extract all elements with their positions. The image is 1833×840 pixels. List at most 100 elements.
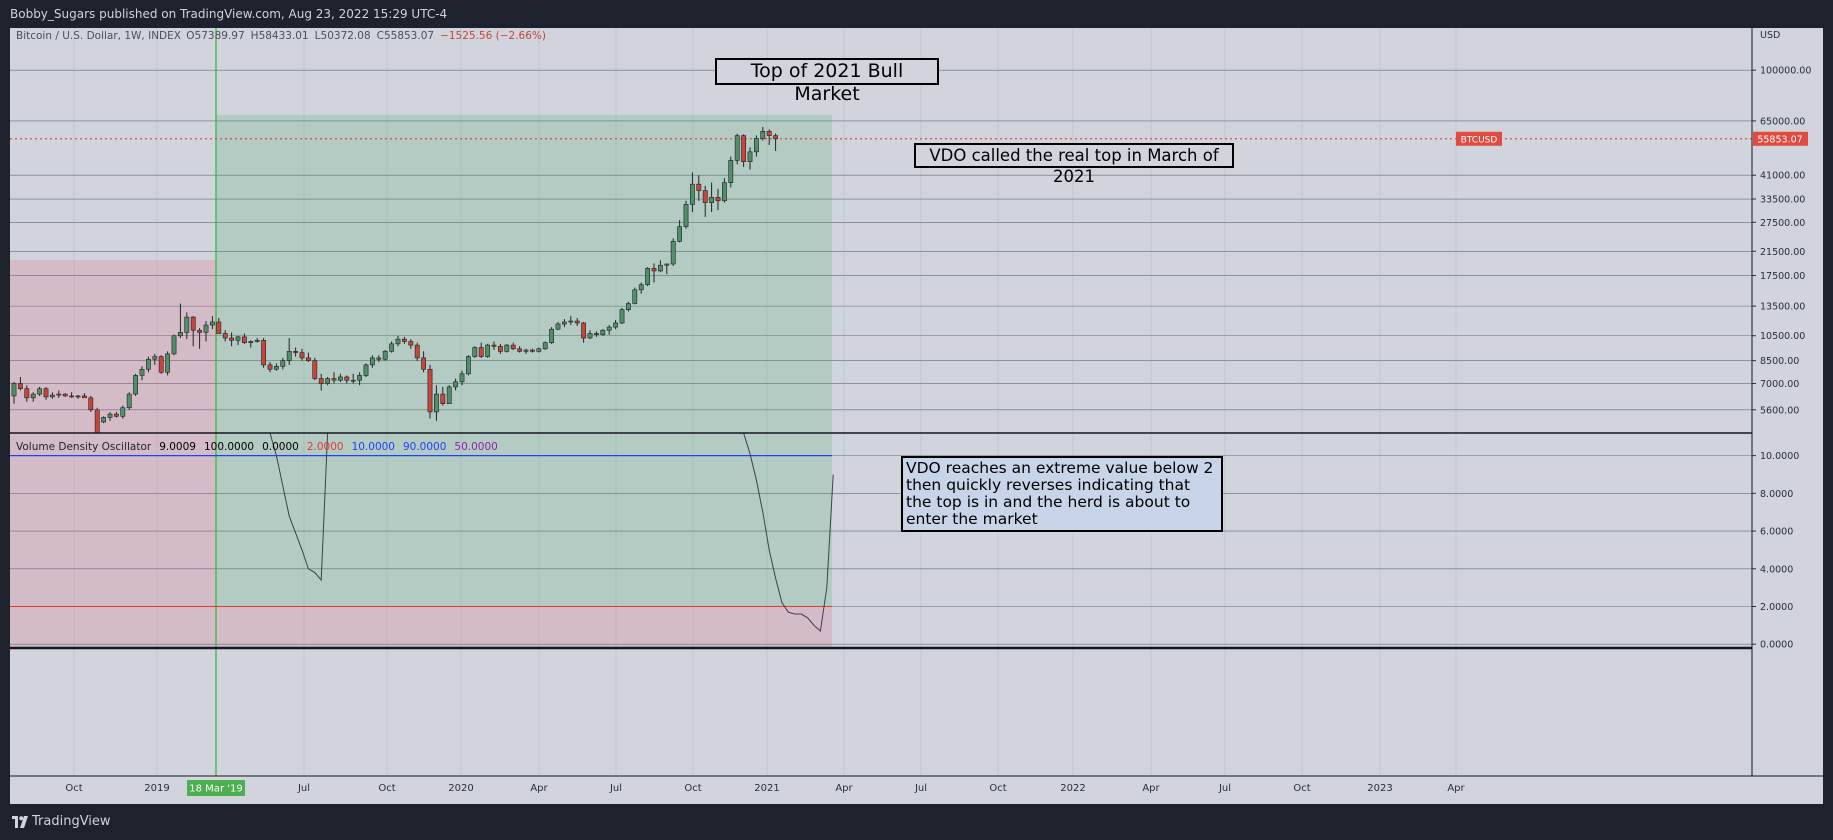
chart-canvas[interactable]: USD 100000.00 65000.00 41000.00 33500.00 2750… bbox=[10, 28, 1823, 804]
title-annotation-text: Top of 2021 Bull Market bbox=[750, 60, 904, 105]
oscillator-name: Volume Density Oscillator bbox=[16, 441, 152, 453]
candle-body bbox=[741, 135, 746, 162]
candle-body bbox=[312, 360, 318, 379]
candle-body bbox=[229, 337, 234, 341]
oscillator-legend[interactable]: Volume Density Oscillator 9.0009 100.0000 0… bbox=[16, 441, 498, 453]
time-axis-label: 2020 bbox=[448, 783, 473, 794]
candle-body bbox=[664, 263, 670, 266]
candle-body bbox=[171, 335, 177, 355]
candle-body bbox=[369, 357, 375, 366]
candle-body bbox=[43, 388, 49, 398]
candle-body bbox=[542, 342, 548, 350]
candle-body bbox=[773, 135, 778, 140]
candle-body bbox=[600, 329, 606, 335]
candle-body bbox=[363, 364, 369, 376]
candle-body bbox=[62, 393, 68, 397]
candle-body bbox=[37, 388, 42, 395]
legend-low: L50372.08 bbox=[315, 30, 371, 42]
time-marker-tag bbox=[187, 780, 245, 796]
price-axis-label: 100000.00 bbox=[1760, 66, 1811, 77]
time-axis-label: Jul bbox=[914, 783, 927, 794]
candle-body bbox=[24, 388, 30, 399]
price-axis-label: 33500.00 bbox=[1760, 195, 1805, 206]
price-axis[interactable]: USD 100000.00 65000.00 41000.00 33500.00 2750… bbox=[1456, 30, 1811, 416]
candle-body bbox=[273, 366, 279, 370]
candle-body bbox=[574, 320, 580, 324]
price-axis-label: 10500.00 bbox=[1760, 331, 1805, 342]
title-annotation[interactable]: Top of 2021 Bull Market bbox=[715, 58, 939, 105]
time-axis-label: 2023 bbox=[1367, 783, 1392, 794]
candle-body bbox=[49, 394, 55, 398]
candle-body bbox=[529, 349, 535, 352]
footer-bar: TradingView bbox=[0, 804, 1833, 840]
candle-body bbox=[382, 351, 388, 360]
legend-open: O57389.97 bbox=[186, 30, 244, 42]
candle-body bbox=[504, 344, 510, 352]
candle-body bbox=[299, 352, 305, 359]
candle-body bbox=[491, 344, 497, 347]
price-axis-label: 41000.00 bbox=[1760, 171, 1805, 182]
time-axis-label: Apr bbox=[1447, 783, 1465, 794]
candle-body bbox=[645, 268, 650, 285]
candle-body bbox=[376, 357, 382, 360]
note-real-top[interactable]: VDO called the real top in March of 2021 bbox=[914, 143, 1234, 186]
candle-body bbox=[344, 376, 350, 381]
candle-body bbox=[478, 347, 484, 357]
candle-body bbox=[606, 326, 612, 331]
symbol-tag bbox=[1456, 131, 1502, 146]
candle-body bbox=[459, 373, 465, 383]
time-axis-label: Oct bbox=[378, 783, 395, 794]
candle-body bbox=[709, 196, 714, 203]
candle-body bbox=[593, 333, 599, 335]
candle-body bbox=[69, 395, 74, 398]
time-axis[interactable]: Oct 2019 Jul Oct 2020 Apr Jul Oct 2021 Apr Jul Oct 2… bbox=[65, 780, 1466, 796]
footer-brand[interactable]: TradingView bbox=[32, 814, 111, 829]
time-axis-label: Oct bbox=[1293, 783, 1310, 794]
candle-body bbox=[549, 328, 554, 343]
candle-body bbox=[222, 333, 228, 339]
note-real-top-text: VDO called the real top in March of 2021 bbox=[929, 146, 1219, 186]
oscillator-axis-label: 2.0000 bbox=[1760, 602, 1793, 613]
oscillator-axis-label: 10.0000 bbox=[1760, 451, 1799, 462]
candle-body bbox=[107, 413, 113, 418]
oscillator-axis-label: 4.0000 bbox=[1760, 564, 1793, 575]
candle-body bbox=[389, 343, 394, 352]
candle-body bbox=[728, 160, 734, 183]
candle-body bbox=[197, 329, 202, 333]
oscillator-axis[interactable]: 10.0000 8.0000 6.0000 4.0000 2.0000 0.0000 bbox=[1752, 451, 1799, 651]
candle-body bbox=[331, 378, 337, 381]
oscillator-axis-label: 6.0000 bbox=[1760, 527, 1793, 538]
candle-body bbox=[133, 375, 138, 395]
candle-body bbox=[94, 409, 100, 433]
candle-body bbox=[536, 348, 542, 352]
candle-body bbox=[146, 358, 151, 370]
price-axis-label: 17500.00 bbox=[1760, 271, 1805, 282]
time-axis-label: Oct bbox=[989, 783, 1006, 794]
candle-body bbox=[203, 324, 209, 333]
candle-body bbox=[357, 375, 362, 381]
note-extreme-value[interactable]: VDO reaches an extreme value below 2 the… bbox=[901, 456, 1223, 532]
oscillator-lines bbox=[10, 433, 834, 633]
candle-body bbox=[101, 417, 106, 423]
candle-body bbox=[472, 347, 478, 357]
candle-body bbox=[485, 344, 490, 357]
candle-body bbox=[139, 368, 145, 376]
price-axis-label: 13500.00 bbox=[1760, 302, 1805, 313]
chart-frame: USD 100000.00 65000.00 41000.00 33500.00 2750… bbox=[10, 28, 1823, 804]
time-axis-label: 2021 bbox=[754, 783, 779, 794]
candle-body bbox=[88, 397, 94, 411]
candle-body bbox=[30, 393, 36, 399]
candle-body bbox=[433, 393, 439, 413]
candle-body bbox=[702, 190, 708, 203]
legend-line[interactable]: Bitcoin / U.S. Dollar, 1W, INDEX O57389.9… bbox=[16, 30, 546, 42]
candle-body bbox=[267, 364, 273, 370]
candle-body bbox=[126, 393, 132, 409]
candle-body bbox=[414, 344, 420, 359]
time-axis-label: Apr bbox=[530, 783, 548, 794]
candle-body bbox=[523, 349, 529, 352]
last-price-label: 55853.07 bbox=[1757, 134, 1802, 145]
bull-zone bbox=[216, 114, 832, 607]
time-axis-label: Jul bbox=[609, 783, 622, 794]
candle-body bbox=[408, 341, 414, 346]
candle-body bbox=[293, 351, 298, 353]
